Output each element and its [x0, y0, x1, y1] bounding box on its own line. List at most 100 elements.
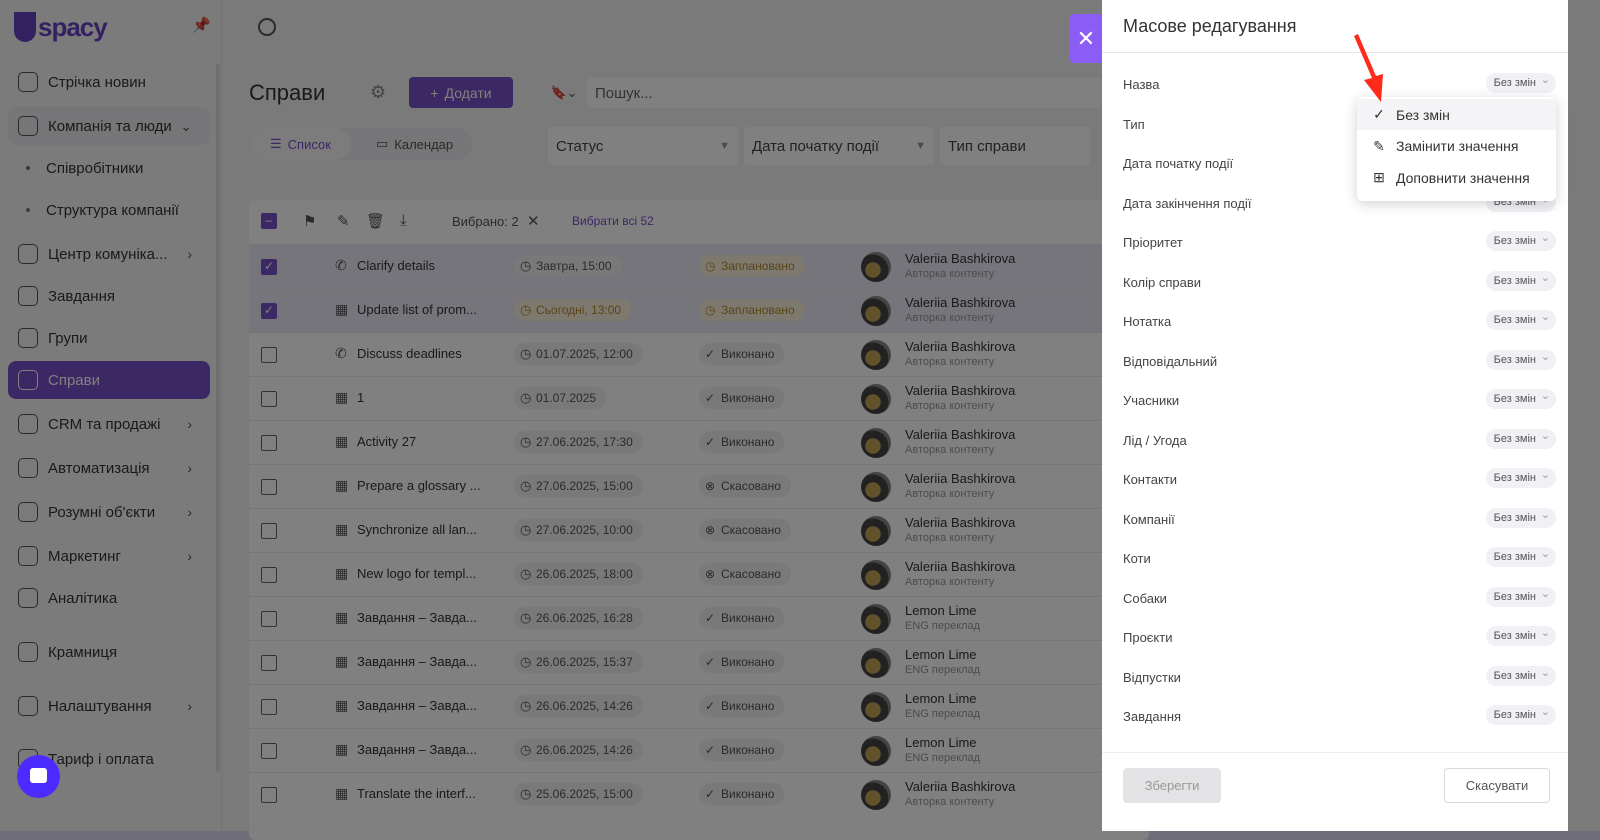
field-mode-select[interactable]: Без змін — [1485, 386, 1556, 409]
avatar[interactable] — [861, 428, 891, 458]
field-mode-select[interactable]: Без змін — [1485, 426, 1556, 449]
trash-icon[interactable]: 🗑 — [366, 213, 386, 230]
row-checkbox[interactable]: ✓ — [261, 303, 277, 319]
row-checkbox[interactable] — [261, 391, 277, 407]
menu-item[interactable]: ✓ Без змін — [1357, 99, 1556, 130]
filter-status[interactable]: Статус ▼ — [548, 127, 738, 165]
pin-icon[interactable]: 📌 — [192, 17, 211, 34]
field-mode-select[interactable]: Без змін — [1485, 702, 1556, 725]
activity-name[interactable]: Synchronize all lan... — [357, 522, 477, 537]
sidebar-item[interactable]: Аналітика — [8, 579, 210, 617]
close-panel-button[interactable]: ✕ — [1070, 14, 1102, 63]
avatar[interactable] — [861, 780, 891, 810]
avatar[interactable] — [861, 296, 891, 326]
filter-start-date[interactable]: Дата початку події ▼ — [744, 127, 934, 165]
table-row[interactable]: ▦ Activity 27 27.06.2025, 17:30 ✓ Виконано Va… — [249, 420, 1149, 464]
activity-name[interactable]: 1 — [357, 390, 365, 405]
avatar[interactable] — [861, 516, 891, 546]
table-row[interactable]: ▦ 1 01.07.2025 ✓ Виконано Valeriia Bashkirova… — [249, 376, 1149, 420]
avatar[interactable] — [861, 252, 891, 282]
add-button[interactable]: + Додати — [409, 77, 513, 108]
sidebar-item[interactable]: Автоматизація › — [8, 449, 210, 487]
avatar[interactable] — [861, 692, 891, 722]
field-mode-select[interactable]: Без змін — [1485, 544, 1556, 567]
avatar[interactable] — [861, 340, 891, 370]
sidebar-item[interactable]: Маркетинг › — [8, 537, 210, 575]
tab-list[interactable]: ☰ Список — [250, 128, 351, 160]
filter-type[interactable]: Тип справи — [940, 127, 1090, 165]
sidebar-item[interactable]: Компанія та люди ⌄ — [8, 107, 210, 145]
sidebar-item[interactable]: Налаштування › — [8, 687, 210, 725]
search-input[interactable] — [587, 78, 1102, 108]
field-mode-select[interactable]: Без змін — [1485, 347, 1556, 370]
row-checkbox[interactable] — [261, 479, 277, 495]
table-row[interactable]: ▦ Synchronize all lan... 27.06.2025, 10:00… — [249, 508, 1149, 552]
tab-calendar[interactable]: ▭ Календар — [356, 128, 473, 160]
row-checkbox[interactable] — [261, 523, 277, 539]
row-checkbox[interactable] — [261, 743, 277, 759]
activity-name[interactable]: Discuss deadlines — [357, 346, 462, 361]
gear-icon[interactable]: ⚙ — [370, 82, 387, 102]
table-row[interactable]: ▦ New logo for templ... 26.06.2025, 18:00 ⊗… — [249, 552, 1149, 596]
cancel-button[interactable]: Скасувати — [1444, 768, 1550, 803]
activity-name[interactable]: Activity 27 — [357, 434, 417, 449]
table-row[interactable]: ▦ Prepare a glossary ... 27.06.2025, 15:00… — [249, 464, 1149, 508]
avatar[interactable] — [861, 736, 891, 766]
sidebar-item[interactable]: Структура компанії — [8, 191, 210, 229]
avatar[interactable] — [861, 384, 891, 414]
field-mode-select[interactable]: Без змін — [1485, 268, 1556, 291]
clear-selection-icon[interactable]: ✕ — [527, 213, 540, 230]
sidebar-item[interactable]: Розумні об'єкти › — [8, 493, 210, 531]
row-checkbox[interactable] — [261, 347, 277, 363]
table-row[interactable]: ✆ Discuss deadlines 01.07.2025, 12:00 ✓ Вико… — [249, 332, 1149, 376]
field-mode-select[interactable]: Без змін — [1485, 623, 1556, 646]
activity-name[interactable]: New logo for templ... — [357, 566, 477, 581]
support-chat-button[interactable] — [17, 755, 60, 798]
sidebar-item[interactable]: Центр комуніка... › — [8, 235, 210, 273]
avatar[interactable] — [861, 560, 891, 590]
sidebar-item[interactable]: Групи — [8, 319, 210, 357]
table-row[interactable]: ▦ Translate the interf... 25.06.2025, 15:0… — [249, 772, 1149, 816]
activity-name[interactable]: Clarify details — [357, 258, 436, 273]
field-mode-select[interactable]: Без змін — [1485, 505, 1556, 528]
sidebar-item[interactable]: Крамниця — [8, 633, 210, 671]
table-row[interactable]: ▦ Завдання – Завда... 26.06.2025, 14:26 ✓ Ви… — [249, 728, 1149, 772]
sidebar-item[interactable]: Співробітники — [8, 149, 210, 187]
save-button[interactable]: Зберегти — [1123, 768, 1221, 803]
select-all-checkbox[interactable]: – — [261, 213, 277, 229]
field-mode-select[interactable]: Без змін — [1485, 663, 1556, 686]
table-row[interactable]: ✓ ✆ Clarify details Завтра, 15:00 ◷ Запланова… — [249, 244, 1149, 288]
table-row[interactable]: ▦ Завдання – Завда... 26.06.2025, 15:37 ✓ Ви… — [249, 640, 1149, 684]
row-checkbox[interactable]: ✓ — [261, 259, 277, 275]
row-checkbox[interactable] — [261, 787, 277, 803]
row-checkbox[interactable] — [261, 567, 277, 583]
activity-name[interactable]: Завдання – Завда... — [357, 742, 478, 757]
sidebar-item[interactable]: Завдання — [8, 277, 210, 315]
activity-name[interactable]: Завдання – Завда... — [357, 610, 478, 625]
field-mode-select[interactable]: Без змін — [1485, 307, 1556, 330]
avatar[interactable] — [861, 648, 891, 678]
field-mode-select[interactable]: Без змін — [1485, 70, 1556, 93]
sidebar-item[interactable]: CRM та продажі › — [8, 405, 210, 443]
activity-name[interactable]: Prepare a glossary ... — [357, 478, 481, 493]
activity-name[interactable]: Завдання – Завда... — [357, 654, 478, 669]
field-mode-select[interactable]: Без змін — [1485, 584, 1556, 607]
table-row[interactable]: ✓ ▦ Update list of prom... Сьогодні, 13:00 ◷… — [249, 288, 1149, 332]
pencil-icon[interactable]: ✎ — [337, 213, 350, 230]
sidebar-scrollbar[interactable] — [216, 64, 220, 772]
row-checkbox[interactable] — [261, 699, 277, 715]
activity-name[interactable]: Translate the interf... — [357, 786, 476, 801]
export-icon[interactable]: ⤓ — [400, 212, 407, 229]
select-all-link[interactable]: Вибрати всі 52 — [572, 214, 654, 228]
avatar[interactable] — [861, 604, 891, 634]
search-icon[interactable] — [258, 18, 276, 36]
avatar[interactable] — [861, 472, 891, 502]
table-row[interactable]: ▦ Завдання – Завда... 26.06.2025, 16:28 ✓ Ви… — [249, 596, 1149, 640]
activity-name[interactable]: Update list of prom... — [357, 302, 477, 317]
row-checkbox[interactable] — [261, 611, 277, 627]
saved-filters-button[interactable]: 🔖 ⌄ — [550, 85, 578, 100]
table-row[interactable]: ▦ Завдання – Завда... 26.06.2025, 14:26 ✓ Ви… — [249, 684, 1149, 728]
sidebar-item[interactable]: Стрічка новин — [8, 63, 210, 101]
sidebar-item[interactable]: Справи — [8, 361, 210, 399]
row-checkbox[interactable] — [261, 655, 277, 671]
